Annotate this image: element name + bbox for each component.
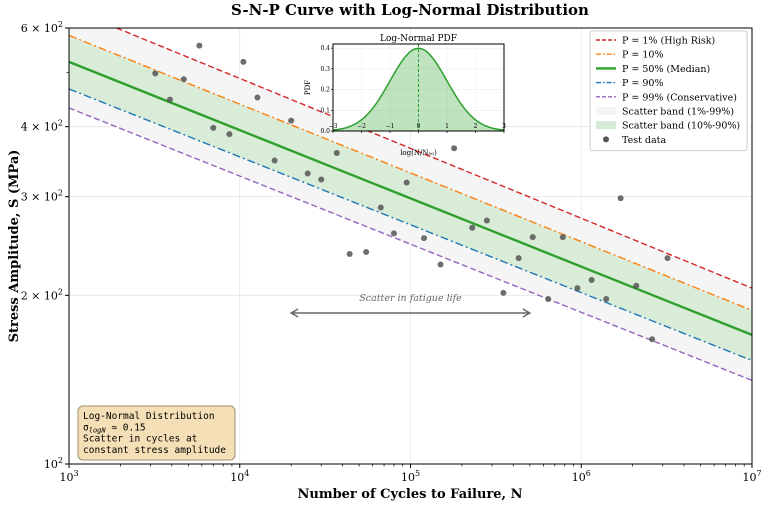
series-line [68,88,753,362]
test-data-point [288,117,295,124]
inset-y-tick-label: 0.0 [320,128,330,135]
legend-label: Test data [622,135,666,146]
chart-title: S-N-P Curve with Log-Normal Distribution [231,1,589,19]
legend-label: Scatter band (10%-90%) [622,121,740,132]
test-data-point [180,76,187,83]
annotation-arrowhead [289,308,299,318]
test-data-point [649,336,656,343]
test-data-point [377,204,384,211]
inset-y-tick-label: 0.2 [320,87,330,94]
x-tick-label: 104 [230,469,249,484]
test-data-point [210,124,217,131]
test-data-point [603,296,610,303]
test-data-points [152,42,671,343]
series-line [116,27,753,289]
inset-title: Log-Normal PDF [380,34,457,44]
inset-y-tick-label: 0.3 [320,66,330,73]
legend-label: P = 90% [622,78,664,89]
info-box-line: Log-Normal Distribution [83,411,215,422]
test-data-point [333,149,340,156]
inset-x-tick-label: 1 [445,123,449,130]
test-data-point [271,157,278,164]
test-data-point [196,42,203,49]
legend-label: Scatter band (1%-99%) [622,107,734,118]
inset-x-tick-label: 3 [502,123,506,130]
annotation-text: Scatter in fatigue life [359,293,462,304]
test-data-point [346,251,353,258]
info-box-line: constant stress amplitude [83,445,226,456]
x-tick-label: 105 [401,469,420,484]
y-tick-label: 6 × 102 [21,20,63,35]
legend-label: P = 50% (Median) [622,64,710,75]
test-data-point [421,235,428,242]
annotation-layer: Scatter in fatigue life [289,293,532,318]
series-line [68,34,753,312]
info-box-line: σlogN ≈ 0.15 [83,422,146,434]
inset-y-tick-label: 0.1 [320,107,330,114]
inset-y-tick-label: 0.4 [320,45,330,52]
test-data-point [469,224,476,231]
x-axis-label: Number of Cycles to Failure, N [297,487,522,502]
test-data-point [240,58,247,65]
test-data-point [588,277,595,284]
legend-label: P = 1% (High Risk) [622,36,715,47]
legend-label: P = 10% [622,50,664,61]
legend-box [589,30,748,152]
y-tick-label: 2 × 102 [21,287,63,302]
test-data-point [483,217,490,224]
y-tick-label: 4 × 102 [21,119,63,134]
legend-swatch [596,121,616,130]
legend-label: P = 99% (Conservative) [622,92,737,103]
y-axis-label: Stress Amplitude, S (MPa) [7,150,22,343]
test-data-point [437,261,444,268]
test-data-point [304,170,311,177]
legend: P = 1% (High Risk) P = 10% P = 50% (Median… [589,30,748,152]
test-data-point [559,234,566,241]
test-data-point [166,96,173,103]
series-line [68,107,753,382]
test-data-point [390,230,397,237]
test-data-point [363,248,370,255]
series-line [68,60,753,336]
annotation-arrowhead [522,308,532,318]
test-data-point [226,131,233,138]
test-data-point [545,296,552,303]
test-data-point [617,195,624,202]
x-tick-label: 106 [572,469,591,484]
info-box-line: Scatter in cycles at [83,434,197,445]
inset-x-tick-label: −1 [386,123,395,130]
inset-x-tick-label: −3 [329,123,338,130]
test-data-point [318,176,325,183]
inset-x-tick-label: 2 [474,123,478,130]
test-data-point [664,255,671,262]
inset-pdf-curve [332,47,505,131]
test-data-point [633,282,640,289]
y-tick-label: 3 × 102 [21,189,63,204]
test-data-point [152,70,159,77]
x-tick-label: 103 [59,469,78,484]
test-data-point [500,289,507,296]
test-data-point [451,145,458,152]
inset-y-label: PDF [304,80,312,95]
inset-x-tick-label: −2 [357,123,366,130]
line-layer [68,27,753,382]
test-data-point [515,255,522,262]
test-data-point [254,94,261,101]
test-data-point [403,179,410,186]
info-box-background [77,405,236,461]
legend-swatch [603,136,609,143]
y-tick-label: 102 [44,456,63,471]
inset-x-tick-label: 0 [417,123,421,130]
x-tick-label: 107 [742,469,761,484]
test-data-point [529,234,536,241]
inset-x-label: log(N/N₅₀) [400,149,437,157]
test-data-point [574,285,581,292]
inset-pdf-chart: Log-Normal PDF −3 −2 −1 0 1 2 3 0.0 0.1 0.2 0.3 0.4 l… [304,34,506,157]
legend-swatch [596,107,616,115]
